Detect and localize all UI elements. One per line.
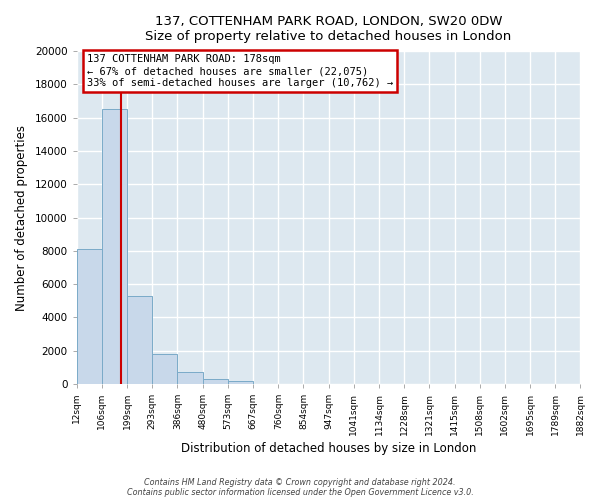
X-axis label: Distribution of detached houses by size in London: Distribution of detached houses by size … [181,442,476,455]
Bar [127,296,152,384]
Bar [178,372,203,384]
Y-axis label: Number of detached properties: Number of detached properties [15,124,28,310]
Text: 137 COTTENHAM PARK ROAD: 178sqm
← 67% of detached houses are smaller (22,075)
33: 137 COTTENHAM PARK ROAD: 178sqm ← 67% of… [87,54,393,88]
Bar [152,354,178,384]
Bar [203,379,228,384]
Bar [228,380,253,384]
Text: Contains HM Land Registry data © Crown copyright and database right 2024.
Contai: Contains HM Land Registry data © Crown c… [127,478,473,497]
Title: 137, COTTENHAM PARK ROAD, LONDON, SW20 0DW
Size of property relative to detached: 137, COTTENHAM PARK ROAD, LONDON, SW20 0… [145,15,512,43]
Bar [77,249,102,384]
Bar [102,110,127,384]
